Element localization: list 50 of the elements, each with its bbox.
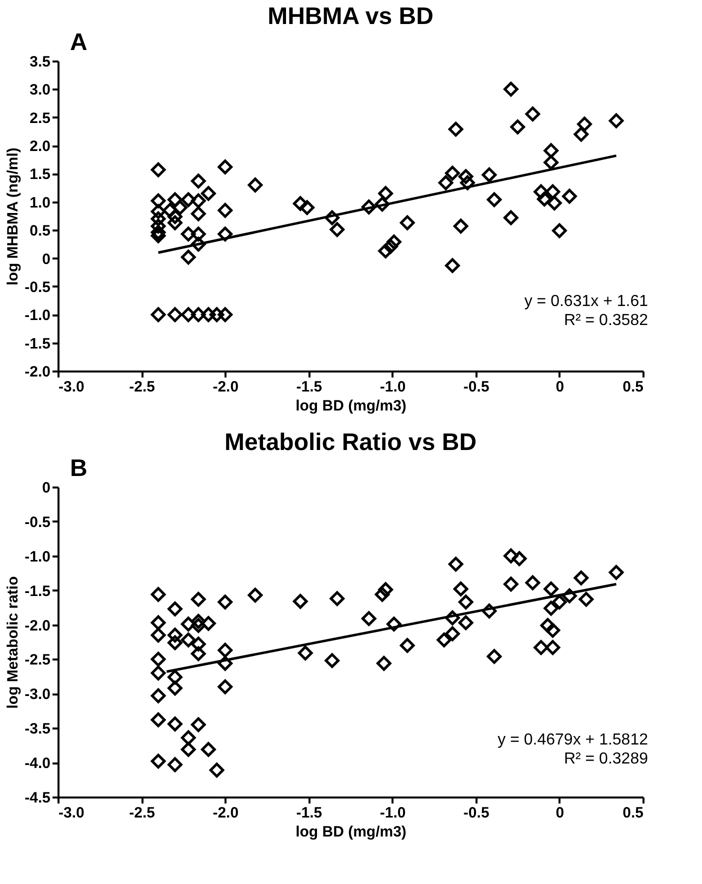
y-tick-label: -3.0 — [24, 686, 50, 704]
annotation: y = 0.4679x + 1.5812 — [498, 731, 648, 748]
y-axis-title: log MHBMA (ng/ml) — [4, 148, 22, 286]
y-tick-label: 2.0 — [30, 138, 50, 156]
x-tick-label: -2.0 — [212, 804, 239, 822]
y-tick-label: -1.0 — [24, 548, 50, 566]
x-axis-title: log BD (mg/m3) — [296, 824, 406, 840]
x-tick-label: 0.5 — [622, 804, 644, 822]
y-tick-label: 0 — [42, 480, 50, 496]
x-tick-label: -1.5 — [296, 378, 322, 396]
y-tick-label: -2.5 — [24, 652, 50, 669]
y-tick-label: 3.5 — [30, 54, 50, 70]
y-tick-label: -3.5 — [24, 720, 50, 738]
x-tick-label: 0.5 — [622, 378, 644, 396]
text: A — [70, 29, 88, 56]
y-tick-label: 2.5 — [30, 110, 50, 127]
x-tick-label: -3.0 — [58, 804, 84, 822]
y-tick-label: 1.5 — [30, 166, 50, 184]
y-tick-label: -0.5 — [24, 278, 50, 296]
x-tick-label: -1.0 — [380, 378, 406, 396]
text: B — [70, 455, 88, 482]
y-tick-label: 0.5 — [30, 222, 50, 240]
y-tick-label: 0 — [42, 250, 50, 268]
x-tick-label: -3.0 — [58, 378, 84, 396]
y-tick-label: 3.0 — [30, 82, 50, 99]
x-tick-label: -2.5 — [129, 804, 155, 822]
y-tick-label: -1.5 — [24, 335, 50, 352]
x-tick-label: -1.5 — [296, 804, 322, 822]
y-axis-title: log Metabolic ratio — [4, 576, 22, 709]
chart-title: Metabolic Ratio vs BD — [224, 429, 477, 456]
y-tick-label: -1.5 — [24, 582, 50, 600]
y-tick-label: -0.5 — [24, 514, 50, 531]
y-tick-label: -2.0 — [24, 617, 50, 634]
x-tick-label: -1.0 — [380, 804, 406, 822]
y-tick-label: 1.0 — [30, 194, 50, 212]
y-tick-label: -4.5 — [24, 790, 50, 806]
annotation: R² = 0.3582 — [564, 312, 648, 329]
annotation: R² = 0.3289 — [564, 750, 648, 768]
x-tick-label: 0 — [556, 804, 564, 822]
x-tick-label: 0 — [556, 378, 564, 396]
annotation: y = 0.631x + 1.61 — [524, 293, 648, 310]
x-axis-title: log BD (mg/m3) — [296, 398, 406, 414]
y-tick-label: -1.0 — [24, 307, 50, 324]
x-tick-label: -0.5 — [463, 378, 490, 396]
y-tick-label: -4.0 — [24, 755, 50, 772]
x-tick-label: -0.5 — [463, 804, 490, 822]
y-tick-label: -2.0 — [24, 364, 50, 380]
chart-title: MHBMA vs BD — [268, 3, 434, 30]
x-tick-label: -2.5 — [129, 378, 155, 396]
x-tick-label: -2.0 — [212, 378, 239, 396]
